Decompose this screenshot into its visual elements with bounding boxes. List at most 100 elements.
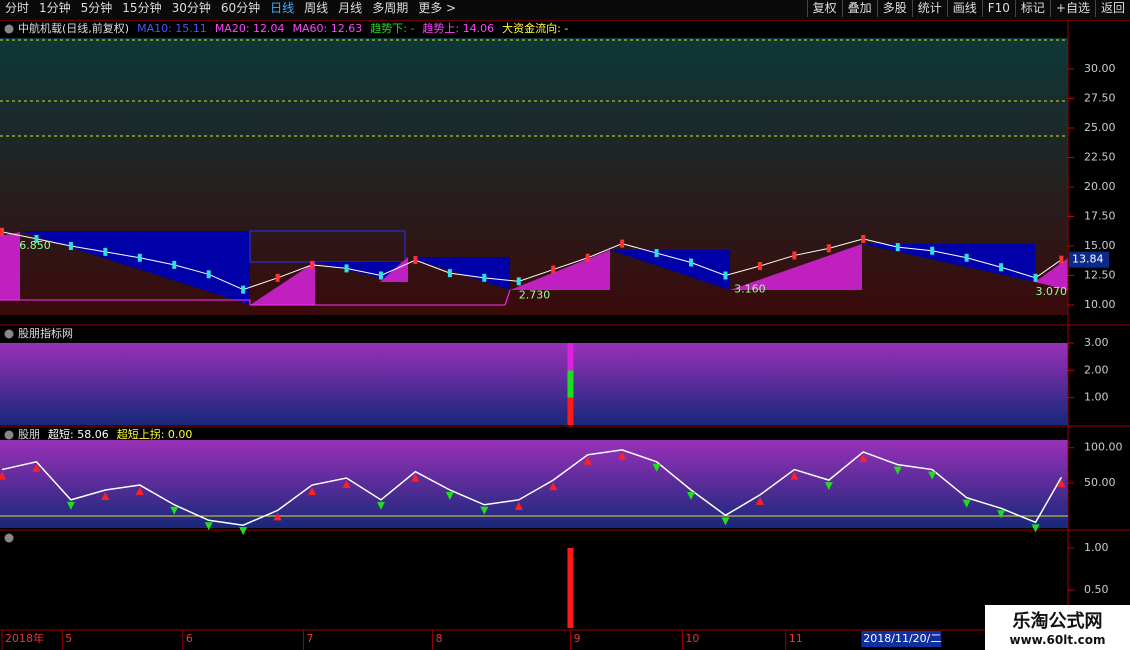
collapse-icon (4, 430, 14, 440)
candle (34, 234, 39, 243)
candle (516, 277, 521, 286)
candle (413, 256, 418, 265)
x-tick-label: 11 (789, 632, 803, 645)
period-button[interactable]: 1分钟 (39, 1, 71, 15)
arrow (859, 453, 868, 462)
last-price-box (1069, 251, 1109, 268)
x-tick-label: 6 (186, 632, 193, 645)
period-button[interactable]: 分时 (5, 1, 30, 15)
header-text: MA10: 15.11 (137, 22, 207, 35)
arrow (273, 512, 282, 521)
y-tick-label: 25.00 (1084, 121, 1116, 134)
y-tick-label: 15.00 (1084, 239, 1116, 252)
collapse-icon (4, 329, 14, 339)
candle (1059, 255, 1064, 264)
arrow (239, 527, 248, 536)
header-text: 超短: 58.06 (48, 427, 109, 441)
arrow (32, 463, 41, 472)
x-tick-label: 2018年 (5, 631, 44, 645)
tool-button[interactable]: +自选 (1049, 0, 1095, 17)
panel2-bg (0, 343, 1068, 425)
tool-button[interactable]: 多股 (876, 0, 912, 17)
arrow (101, 491, 110, 500)
period-button[interactable]: 5分钟 (80, 1, 113, 15)
tool-button[interactable]: 复权 (806, 0, 842, 17)
low-label: 6.850 (19, 239, 51, 252)
x-tick-label: 5 (65, 632, 72, 645)
tool-button[interactable]: 画线 (946, 0, 982, 17)
candle (241, 285, 246, 294)
y-tick-label: 10.00 (1084, 298, 1116, 311)
arrow (790, 471, 799, 480)
collapse-icon (4, 24, 14, 34)
header-text: MA60: 12.63 (293, 22, 363, 35)
period-button[interactable]: 日线 (270, 1, 295, 15)
period-button[interactable]: 15分钟 (122, 1, 162, 15)
arrow (342, 480, 351, 489)
stack-segment (567, 370, 574, 398)
header-text: 股朋指标网 (18, 326, 73, 340)
candle (757, 262, 762, 271)
tool-button[interactable]: 标记 (1014, 0, 1050, 17)
period-button[interactable]: 多周期 (372, 1, 409, 15)
period-button[interactable]: 更多 > (418, 1, 457, 15)
arrow (652, 463, 661, 472)
period-button[interactable]: 60分钟 (220, 1, 261, 15)
candle (103, 247, 108, 256)
y-tick-label: 30.00 (1084, 62, 1116, 75)
period-button[interactable]: 30分钟 (171, 1, 211, 15)
arrow (928, 471, 937, 480)
frame (0, 20, 1130, 650)
arrow (583, 456, 592, 465)
candle (482, 273, 487, 282)
header-text: 大资金流向: - (502, 21, 568, 35)
arrow (893, 466, 902, 475)
period-button[interactable]: 月线 (338, 1, 363, 15)
tool-button[interactable]: 叠加 (841, 0, 877, 17)
candle (999, 263, 1004, 272)
candle (310, 260, 315, 269)
x-tick-label: 8 (436, 632, 443, 645)
arrow (0, 471, 6, 480)
header-text: 中航机载(日线,前复权) (18, 21, 129, 35)
low-label: 3.160 (734, 282, 766, 295)
layer: 10.00 12.50 15.00 17.50 20.00 22.50 25.00 27.50… (0, 21, 1123, 650)
y-tick-label: 1.00 (1084, 391, 1109, 404)
candle (620, 239, 625, 248)
candle (68, 241, 73, 250)
candle (344, 264, 349, 273)
y-tick-label: 22.50 (1084, 151, 1116, 164)
candle (551, 265, 556, 274)
arrow (480, 506, 489, 515)
arrow (514, 501, 523, 510)
bar (567, 548, 574, 628)
arrow (962, 499, 971, 508)
candle (206, 270, 211, 279)
candle (172, 260, 177, 269)
tool-button[interactable]: 统计 (911, 0, 947, 17)
candle (275, 273, 280, 282)
y-tick-label: 3.00 (1084, 336, 1109, 349)
y-tick-label: 100.00 (1084, 441, 1123, 454)
chart: 10.00 12.50 15.00 17.50 20.00 22.50 25.00 27.50… (0, 20, 1130, 650)
arrow (66, 501, 75, 510)
arrow (411, 473, 420, 482)
arrow (1031, 524, 1040, 533)
y-tick-label: 0.50 (1084, 583, 1109, 596)
arrow (204, 522, 213, 531)
tool-button[interactable]: 返回 (1094, 0, 1130, 17)
candle (0, 227, 4, 236)
arrow (135, 487, 144, 496)
tool-button[interactable]: F10 (981, 0, 1015, 17)
cursor-box (861, 631, 942, 647)
arrow (618, 451, 627, 460)
candle (137, 253, 142, 262)
arrow (1057, 479, 1066, 488)
y-tick-label: 12.50 (1084, 268, 1116, 281)
header-text: MA20: 12.04 (215, 22, 285, 35)
candle (447, 269, 452, 278)
period-button[interactable]: 周线 (304, 1, 329, 15)
x-tick-label: 10 (685, 632, 699, 645)
button-bar: 复权 叠加 多股 统计 画线 F10 标记 +自选 返回 (806, 0, 1130, 20)
